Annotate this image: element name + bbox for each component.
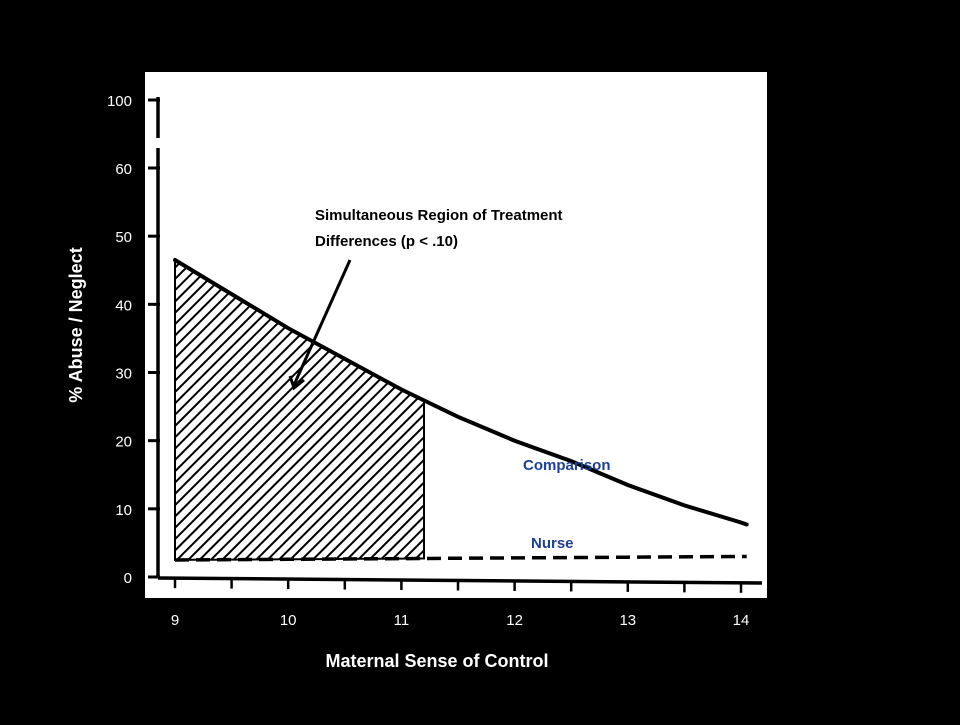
x-tick-label: 9 [171,612,179,629]
annotation: Simultaneous Region of Treatment Differe… [288,207,563,391]
y-tick-label: 20 [115,434,132,451]
y-tick-label: 30 [115,366,132,383]
annotation-arrow-head [288,375,305,391]
y-tick-label: 60 [115,161,132,178]
y-tick-label: 50 [115,229,132,246]
y-tick-label: 40 [115,297,132,314]
y-tick-label: 10 [115,502,132,519]
y-ticks: 0 10 20 30 40 50 60 100 [107,93,160,587]
nurse-label: Nurse [531,535,574,552]
x-tick-label: 14 [733,612,750,629]
x-axis-title: Maternal Sense of Control [325,651,548,671]
x-tick-label: 10 [280,612,297,629]
x-tick-label: 13 [619,612,636,629]
annotation-arrow-shaft [292,259,352,386]
nurse-line [174,554,747,562]
x-tick-label: 11 [394,612,410,629]
x-ticks: 9 10 11 12 13 14 [171,578,750,629]
series-layer: Comparison Nurse [173,258,749,562]
annotation-line-2: Differences (p < .10) [315,233,458,250]
annotation-line-1: Simultaneous Region of Treatment [315,207,563,224]
y-axis-title: % Abuse / Neglect [66,247,86,402]
comparison-line [173,258,749,527]
y-tick-label: 0 [124,570,132,587]
comparison-label: Comparison [523,457,611,474]
x-axis-line [157,576,763,585]
y-tick-label: 100 [107,93,132,110]
axes [156,97,763,585]
x-tick-label: 12 [506,612,523,629]
